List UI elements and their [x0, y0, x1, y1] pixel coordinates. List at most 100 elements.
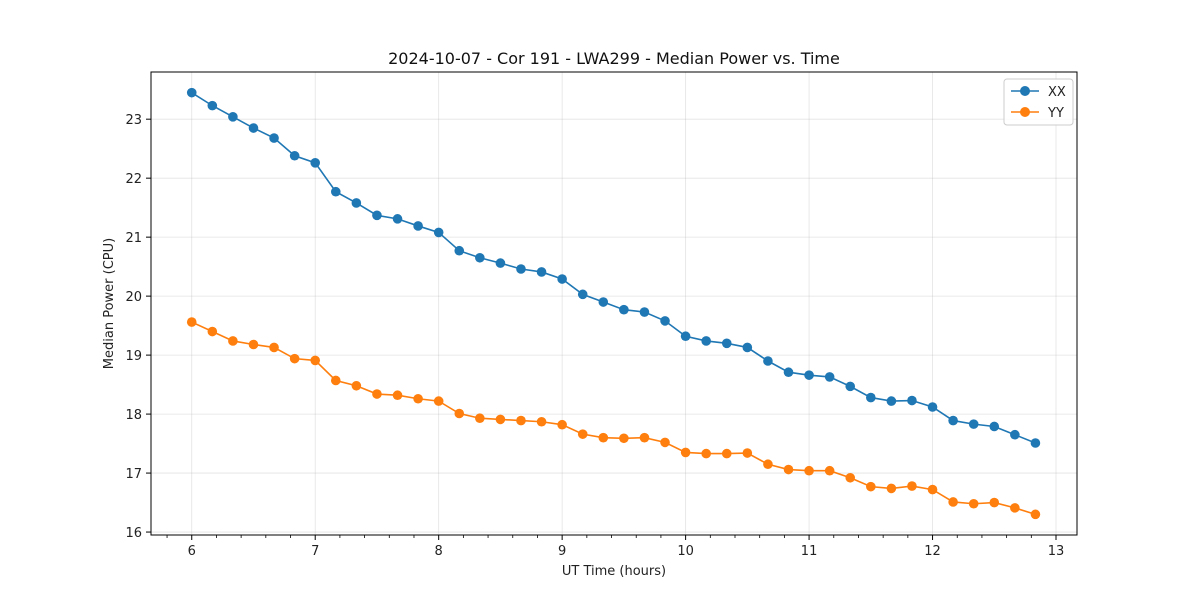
data-point-xx: [1010, 429, 1020, 440]
data-point-xx: [783, 367, 794, 378]
data-point-yy: [1010, 503, 1020, 513]
data-point-xx: [742, 342, 753, 353]
data-point-xx: [907, 395, 917, 406]
x-tick-label: 13: [1048, 544, 1065, 559]
chart-title: 2024-10-07 - Cor 191 - LWA299 - Median P…: [388, 49, 840, 68]
data-point-xx: [639, 307, 650, 317]
data-point-yy: [475, 413, 485, 424]
y-axis-label: Median Power (CPU): [102, 238, 117, 369]
data-point-xx: [228, 112, 238, 122]
x-axis-label: UT Time (hours): [562, 564, 666, 579]
data-point-xx: [598, 297, 609, 307]
data-point-xx: [392, 214, 403, 224]
data-point-yy: [824, 465, 835, 476]
data-point-yy: [413, 393, 423, 404]
data-point-yy: [186, 317, 197, 327]
data-point-yy: [948, 497, 958, 507]
data-point-yy: [536, 416, 547, 427]
y-tick-label: 22: [125, 172, 142, 187]
data-point-yy: [289, 353, 300, 364]
data-point-yy: [742, 448, 753, 458]
x-tick-label: 7: [311, 544, 319, 559]
data-point-xx: [968, 419, 979, 429]
x-tick-label: 11: [801, 544, 818, 559]
data-point-xx: [186, 87, 197, 98]
ticks: 6 7 8 9 10 11 12 13 16 17 18 19 20 21 22 23: [125, 113, 1064, 559]
data-point-xx: [721, 338, 732, 349]
data-point-xx: [454, 245, 465, 256]
data-point-yy: [454, 408, 465, 419]
grid: [151, 72, 1077, 535]
data-point-xx: [701, 336, 711, 346]
data-point-yy: [557, 419, 567, 430]
data-point-xx: [557, 274, 567, 284]
data-point-yy: [845, 472, 856, 483]
data-point-xx: [516, 264, 526, 274]
legend-xx-marker: [1020, 86, 1030, 96]
data-point-xx: [1030, 438, 1041, 448]
data-point-xx: [372, 210, 382, 221]
data-point-yy: [577, 429, 588, 439]
data-point-xx: [927, 402, 938, 412]
data-point-yy: [248, 339, 259, 350]
data-point-xx: [680, 331, 691, 342]
data-point-yy: [763, 459, 773, 470]
data-point-yy: [392, 390, 403, 401]
data-point-xx: [433, 227, 444, 238]
data-point-yy: [968, 498, 979, 509]
y-tick-label: 18: [125, 408, 142, 423]
series-layer: [186, 87, 1041, 520]
legend-xx-label: XX: [1048, 85, 1066, 100]
data-point-yy: [660, 437, 670, 448]
data-point-yy: [804, 465, 814, 476]
data-point-xx: [330, 186, 341, 197]
data-point-yy: [721, 448, 732, 459]
data-point-xx: [845, 381, 856, 392]
y-tick-label: 21: [125, 231, 142, 246]
data-point-xx: [824, 372, 835, 382]
data-point-yy: [433, 396, 444, 406]
data-point-yy: [269, 342, 279, 353]
data-point-xx: [310, 158, 321, 168]
data-point-xx: [804, 370, 814, 380]
data-point-yy: [516, 415, 526, 426]
data-point-yy: [701, 448, 711, 459]
data-point-yy: [228, 336, 238, 346]
plot-frame: [150, 71, 1078, 536]
data-point-yy: [619, 433, 629, 444]
data-point-xx: [413, 221, 423, 231]
y-tick-label: 16: [125, 526, 142, 541]
data-point-yy: [495, 414, 506, 425]
data-point-xx: [948, 415, 958, 426]
y-tick-label: 20: [125, 290, 142, 305]
data-point-yy: [372, 389, 382, 399]
data-point-xx: [660, 316, 670, 326]
y-tick-label: 17: [125, 467, 142, 482]
data-point-xx: [207, 100, 218, 111]
data-point-yy: [598, 432, 609, 443]
data-point-xx: [475, 252, 485, 263]
x-tick-label: 8: [435, 544, 443, 559]
x-tick-label: 6: [188, 544, 196, 559]
data-point-yy: [1030, 509, 1041, 520]
x-tick-label: 12: [924, 544, 941, 559]
data-point-yy: [351, 380, 362, 391]
data-point-yy: [330, 375, 341, 386]
y-tick-label: 19: [125, 349, 142, 364]
data-point-yy: [907, 481, 917, 491]
data-point-xx: [536, 267, 547, 277]
data-point-yy: [783, 464, 794, 475]
data-point-yy: [639, 432, 650, 443]
data-point-xx: [289, 150, 300, 161]
data-point-xx: [989, 421, 1000, 432]
data-point-xx: [248, 123, 259, 133]
data-point-xx: [495, 258, 506, 268]
data-point-yy: [989, 497, 1000, 508]
data-point-xx: [763, 356, 773, 366]
data-point-xx: [866, 392, 876, 403]
legend: XX YY: [1003, 78, 1074, 126]
data-point-xx: [619, 304, 629, 315]
data-point-xx: [269, 133, 279, 143]
y-tick-label: 23: [125, 113, 142, 128]
data-point-yy: [310, 355, 321, 366]
